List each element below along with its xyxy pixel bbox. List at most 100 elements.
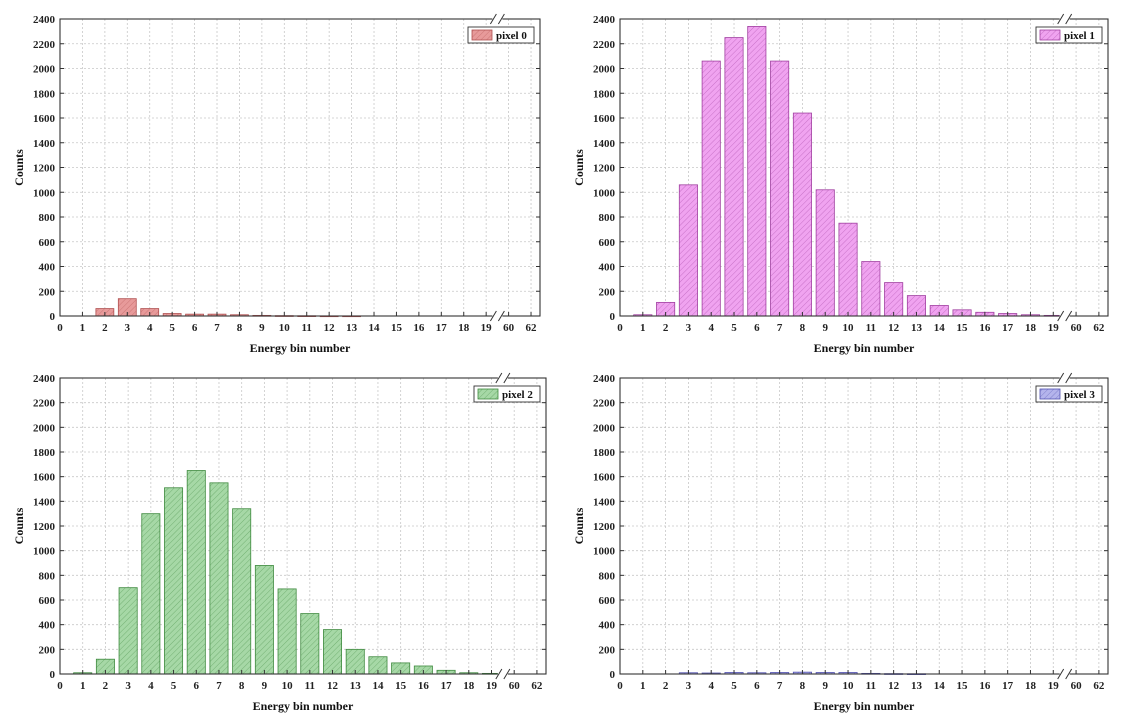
y-tick-label: 2000: [593, 422, 616, 434]
y-tick-label: 2200: [593, 398, 616, 410]
x-tick-label: 8: [800, 322, 806, 334]
axis-break-mark: [1057, 13, 1065, 25]
y-axis-title: Counts: [572, 507, 586, 544]
y-tick-label: 1000: [33, 546, 56, 558]
axis-break-mark: [503, 668, 511, 680]
x-tick-label: 4: [708, 680, 714, 692]
x-tick-label: 8: [237, 322, 243, 334]
x-tick-label: 9: [259, 322, 265, 334]
x-tick-label: 17: [1002, 322, 1014, 334]
x-tick-label: 16: [979, 680, 991, 692]
x-tick-label: 2: [102, 322, 108, 334]
x-axis-title: Energy bin number: [814, 699, 915, 713]
axis-break-mark: [503, 372, 511, 384]
y-tick-label: 1400: [33, 496, 56, 508]
x-tick-label: 1: [80, 680, 86, 692]
x-tick-label: 15: [957, 680, 969, 692]
bar: [209, 482, 229, 675]
x-tick-label: 0: [57, 680, 63, 692]
x-tick-label: 6: [194, 680, 200, 692]
x-tick-label: 4: [708, 322, 714, 334]
x-tick-label: 7: [214, 322, 220, 334]
legend-label: pixel 3: [1064, 389, 1095, 401]
x-tick-label: 5: [169, 322, 175, 334]
x-tick-label: 4: [147, 322, 153, 334]
bar: [838, 222, 858, 317]
bar: [118, 587, 138, 675]
y-tick-label: 1800: [593, 447, 616, 459]
bar: [232, 508, 252, 675]
x-tick-label: 62: [1093, 322, 1105, 334]
axis-break-gap: [1059, 311, 1070, 321]
bar: [747, 26, 767, 317]
x-tick-label: 12: [888, 680, 900, 692]
x-tick-label: 5: [731, 322, 737, 334]
bar: [701, 60, 721, 317]
y-tick-label: 400: [39, 262, 56, 274]
axis-break-mark: [489, 310, 497, 322]
x-tick-label: 17: [436, 322, 448, 334]
y-tick-label: 1600: [33, 472, 56, 484]
x-tick-label: 5: [731, 680, 737, 692]
y-tick-label: 400: [599, 620, 616, 632]
x-tick-label: 3: [686, 680, 692, 692]
x-tick-label: 19: [486, 680, 498, 692]
x-tick-label: 60: [509, 680, 521, 692]
y-tick-label: 600: [39, 237, 56, 249]
y-axis-title: Counts: [572, 149, 586, 186]
bar: [724, 37, 744, 317]
y-tick-label: 2000: [593, 64, 616, 76]
x-tick-label: 9: [262, 680, 268, 692]
y-tick-label: 2400: [593, 373, 616, 385]
x-tick-label: 12: [327, 680, 339, 692]
y-axis-title: Counts: [12, 149, 26, 186]
x-tick-label: 8: [239, 680, 245, 692]
x-tick-label: 16: [418, 680, 430, 692]
axis-break-mark: [1057, 668, 1065, 680]
x-tick-label: 13: [911, 680, 923, 692]
y-tick-label: 800: [39, 570, 56, 582]
x-tick-label: 60: [1071, 322, 1083, 334]
x-tick-label: 18: [458, 322, 470, 334]
bar: [323, 629, 343, 675]
x-tick-label: 7: [777, 322, 783, 334]
y-tick-label: 2200: [33, 398, 56, 410]
x-axis-title: Energy bin number: [253, 699, 354, 713]
y-tick-label: 800: [39, 212, 56, 224]
y-tick-label: 1600: [593, 472, 616, 484]
x-tick-label: 15: [395, 680, 407, 692]
x-tick-label: 0: [617, 680, 623, 692]
x-tick-label: 12: [888, 322, 900, 334]
y-tick-label: 200: [39, 644, 56, 656]
bar: [277, 588, 297, 675]
x-tick-label: 15: [957, 322, 969, 334]
y-tick-label: 200: [39, 286, 56, 298]
panel-1: 0200400600800100012001400160018002000220…: [572, 13, 1109, 355]
x-tick-label: 0: [57, 322, 63, 334]
axis-break-gap: [492, 14, 503, 24]
axis-break-mark: [495, 372, 503, 384]
bar: [770, 60, 790, 317]
y-tick-label: 600: [39, 595, 56, 607]
x-tick-label: 11: [866, 322, 876, 334]
x-tick-label: 9: [822, 680, 828, 692]
y-tick-label: 1000: [593, 187, 616, 199]
x-tick-label: 11: [305, 680, 315, 692]
y-tick-label: 2000: [33, 422, 56, 434]
axis-break-mark: [489, 13, 497, 25]
y-tick-label: 0: [610, 311, 616, 323]
x-tick-label: 2: [103, 680, 109, 692]
y-tick-label: 200: [599, 286, 616, 298]
legend-swatch: [471, 29, 493, 41]
y-tick-label: 2200: [593, 39, 616, 51]
x-tick-label: 13: [350, 680, 362, 692]
x-tick-label: 10: [843, 322, 855, 334]
x-tick-label: 3: [125, 680, 131, 692]
bar: [254, 565, 274, 675]
legend-label: pixel 1: [1064, 30, 1095, 42]
y-tick-label: 400: [39, 620, 56, 632]
y-tick-label: 0: [610, 669, 616, 681]
y-tick-label: 2400: [593, 14, 616, 26]
axis-break-gap: [1059, 669, 1070, 679]
x-tick-label: 7: [777, 680, 783, 692]
